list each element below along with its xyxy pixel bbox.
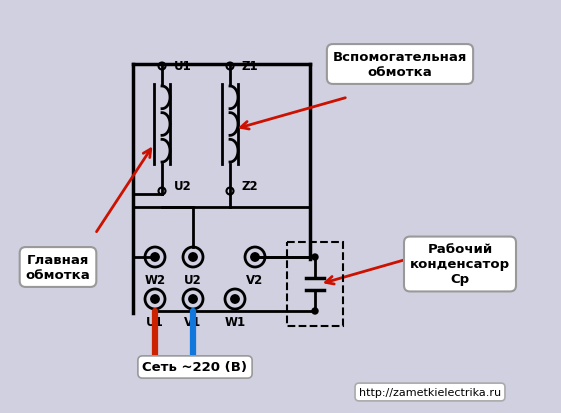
Text: Главная
обмотка: Главная обмотка	[26, 254, 90, 281]
Text: U2: U2	[174, 180, 192, 193]
Circle shape	[151, 253, 159, 261]
Circle shape	[312, 254, 318, 260]
Circle shape	[189, 295, 197, 304]
Bar	[287, 242, 343, 326]
Circle shape	[231, 295, 239, 304]
Text: V1: V1	[185, 315, 201, 328]
Circle shape	[151, 295, 159, 304]
Text: W2: W2	[144, 273, 165, 286]
Text: http://zametkielectrika.ru: http://zametkielectrika.ru	[359, 387, 501, 397]
Text: V2: V2	[246, 273, 264, 286]
Text: Вспомогательная
обмотка: Вспомогательная обмотка	[333, 51, 467, 79]
Text: Z1: Z1	[242, 60, 259, 74]
Text: Сеть ~220 (В): Сеть ~220 (В)	[142, 361, 247, 374]
Text: Z2: Z2	[242, 180, 259, 193]
Text: U1: U1	[146, 315, 164, 328]
Circle shape	[312, 308, 318, 314]
Text: U1: U1	[174, 60, 192, 74]
Circle shape	[251, 253, 259, 261]
Text: Рабочий
конденсатор
Ср: Рабочий конденсатор Ср	[410, 243, 510, 286]
Text: U2: U2	[184, 273, 202, 286]
Text: W1: W1	[224, 315, 246, 328]
Circle shape	[189, 253, 197, 261]
